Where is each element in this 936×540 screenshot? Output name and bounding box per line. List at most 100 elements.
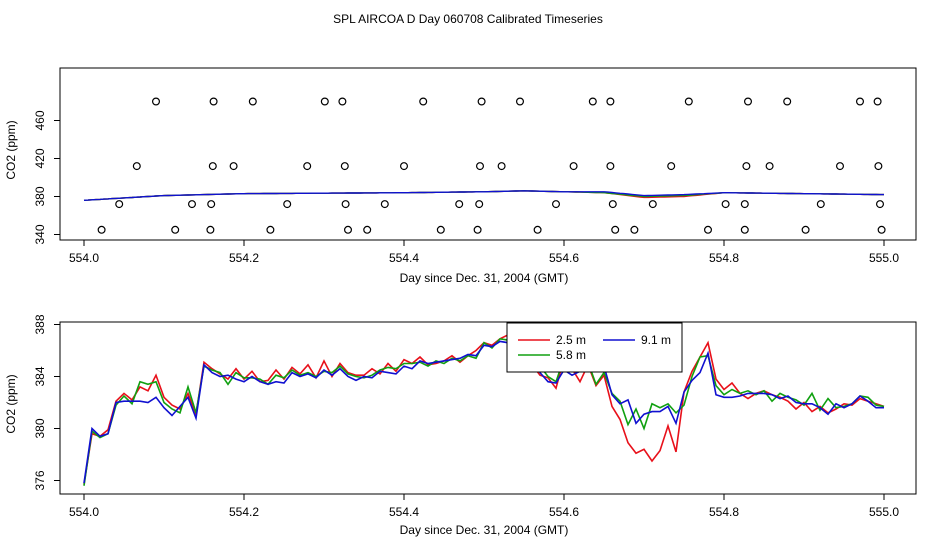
top-panel-point <box>341 200 350 209</box>
top-panel-point <box>765 162 774 171</box>
bottom-panel-series-line <box>83 332 885 485</box>
top-panel-point <box>419 97 428 106</box>
top-panel-point <box>497 162 506 171</box>
top-panel-point <box>207 200 216 209</box>
top-panel-point <box>667 162 676 171</box>
bottom-panel: 554.0 554.2 554.4 554.6 554.8 555.0 376 380 384… <box>4 314 917 537</box>
top-panel-point <box>206 225 215 234</box>
top-panel-point <box>208 162 217 171</box>
top-panel-point <box>608 200 617 209</box>
top-panel-point <box>283 200 292 209</box>
top-panel-point <box>455 200 464 209</box>
top-panel-plot-box <box>59 67 917 241</box>
top-panel-x-tick-label: 554.2 <box>229 251 259 265</box>
bottom-panel-x-tick-label: 554.0 <box>69 505 99 519</box>
top-panel-point <box>606 97 615 106</box>
top-panel-point <box>569 162 578 171</box>
bottom-panel-x-tick-label: 554.4 <box>389 505 419 519</box>
top-panel-point <box>303 162 312 171</box>
top-panel-point <box>477 97 486 106</box>
top-panel-x-tick-label: 554.4 <box>389 251 419 265</box>
top-panel: 554.0 554.2 554.4 554.6 554.8 555.0 340 380 420… <box>4 67 917 285</box>
top-panel-point <box>783 97 792 106</box>
bottom-panel-x-axis-label: Day since Dec. 31, 2004 (GMT) <box>400 523 569 537</box>
top-panel-point <box>97 225 106 234</box>
top-panel-point <box>703 225 712 234</box>
top-panel-point <box>338 97 347 106</box>
bottom-panel-plot-box <box>59 321 917 495</box>
top-panel-point <box>515 97 524 106</box>
top-panel-y-tick-label: 340 <box>33 224 47 244</box>
top-panel-point <box>152 97 161 106</box>
top-panel-y-axis-label: CO2 (ppm) <box>4 120 18 179</box>
top-panel-point <box>473 225 482 234</box>
top-panel-point <box>875 200 884 209</box>
top-panel-y-tick-label: 420 <box>33 148 47 168</box>
top-panel-y-axis: 340 380 420 460 <box>33 110 60 245</box>
top-panel-x-axis: 554.0 554.2 554.4 554.6 554.8 555.0 <box>69 240 899 265</box>
bottom-panel-x-tick-label: 554.8 <box>709 505 739 519</box>
top-panel-point <box>344 225 353 234</box>
bottom-panel-x-tick-label: 554.2 <box>229 505 259 519</box>
top-panel-point <box>684 97 693 106</box>
legend-label: 2.5 m <box>556 333 586 347</box>
bottom-panel-y-tick-label: 380 <box>33 418 47 438</box>
top-panel-point <box>801 225 810 234</box>
top-panel-point <box>188 200 197 209</box>
top-panel-point <box>740 225 749 234</box>
top-panel-x-tick-label: 554.6 <box>549 251 579 265</box>
figure-title: SPL AIRCOA D Day 060708 Calibrated Times… <box>333 12 603 26</box>
bottom-panel-y-axis-label: CO2 (ppm) <box>4 374 18 433</box>
top-panel-x-tick-label: 554.8 <box>709 251 739 265</box>
top-panel-x-tick-label: 554.0 <box>69 251 99 265</box>
bottom-panel-legend: 2.5 m5.8 m 9.1 m <box>506 322 683 373</box>
top-panel-point <box>400 162 409 171</box>
top-panel-point <box>475 200 484 209</box>
top-panel-point <box>340 162 349 171</box>
top-panel-point <box>320 97 329 106</box>
bottom-panel-series-line <box>83 330 884 484</box>
top-panel-point <box>877 225 886 234</box>
top-panel-point <box>436 225 445 234</box>
top-panel-point <box>171 225 180 234</box>
top-panel-point <box>835 162 844 171</box>
bottom-panel-y-tick-label: 376 <box>33 470 47 490</box>
top-panel-series-line <box>83 190 884 201</box>
top-panel-point <box>740 200 749 209</box>
top-panel-point <box>209 97 218 106</box>
legend-label: 9.1 m <box>641 333 671 347</box>
top-panel-points <box>97 97 886 234</box>
top-panel-point <box>742 162 751 171</box>
top-panel-point <box>551 200 560 209</box>
bottom-panel-y-axis: 376 380 384 388 <box>33 314 60 491</box>
top-panel-point <box>874 162 883 171</box>
top-panel-point <box>363 225 372 234</box>
top-panel-y-tick-label: 380 <box>33 186 47 206</box>
bottom-panel-series <box>83 328 885 486</box>
bottom-panel-series-line <box>83 328 885 486</box>
bottom-panel-x-tick-label: 555.0 <box>869 505 899 519</box>
top-panel-point <box>266 225 275 234</box>
top-panel-point <box>855 97 864 106</box>
bottom-panel-x-tick-label: 554.6 <box>549 505 579 519</box>
top-panel-point <box>588 97 597 106</box>
top-panel-series <box>83 190 884 201</box>
legend-label: 5.8 m <box>556 348 586 362</box>
top-panel-x-axis-label: Day since Dec. 31, 2004 (GMT) <box>400 271 569 285</box>
top-panel-point <box>816 200 825 209</box>
top-panel-point <box>476 162 485 171</box>
top-panel-point <box>132 162 141 171</box>
top-panel-point <box>248 97 257 106</box>
top-panel-point <box>533 225 542 234</box>
top-panel-point <box>630 225 639 234</box>
bottom-panel-y-tick-label: 384 <box>33 366 47 386</box>
legend-box <box>506 322 683 373</box>
top-panel-point <box>611 225 620 234</box>
top-panel-point <box>721 200 730 209</box>
top-panel-point <box>873 97 882 106</box>
bottom-panel-y-tick-label: 388 <box>33 314 47 334</box>
top-panel-point <box>743 97 752 106</box>
top-panel-point <box>606 162 615 171</box>
bottom-panel-x-axis: 554.0 554.2 554.4 554.6 554.8 555.0 <box>69 494 899 519</box>
